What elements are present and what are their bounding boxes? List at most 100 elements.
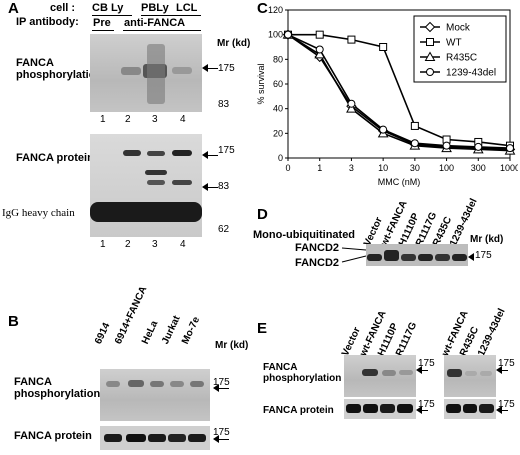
y-tick-label: 80	[273, 54, 283, 64]
marker-175: 175	[498, 358, 515, 369]
data-point-1239-43del	[284, 30, 292, 39]
x-tick-label: 30	[410, 163, 420, 173]
gel-phosphorylation-e-right	[444, 355, 496, 397]
arrow-icon	[496, 366, 508, 374]
x-tick-label: 3	[349, 163, 354, 173]
label-line: FANCA	[16, 57, 54, 69]
legend-entry: 1239-43del	[446, 68, 496, 79]
y-tick-label: 120	[268, 5, 283, 15]
gel-band	[106, 381, 120, 387]
gel-band	[104, 434, 122, 442]
gel-band	[465, 371, 477, 376]
x-tick-label: 1	[317, 163, 322, 173]
arrow-icon	[202, 64, 218, 72]
data-point-1239-43del	[347, 99, 356, 108]
lane-6914: 6914	[93, 321, 113, 346]
mr-label: Mr (kd)	[217, 38, 251, 49]
gel-band	[123, 150, 141, 156]
arrow-icon	[416, 366, 428, 374]
gel-band	[346, 404, 361, 413]
row-label-fanca-protein: FANCA protein	[263, 405, 334, 416]
x-tick-label: 100	[439, 163, 454, 173]
marker-175: 175	[213, 427, 230, 438]
legend-entry: R435C	[446, 53, 477, 64]
gel-band	[172, 180, 192, 185]
x-tick-label: 1000	[500, 163, 518, 173]
gel-band	[397, 404, 413, 413]
gel-band	[128, 380, 144, 387]
fancd2-bottom-label: FANCD2	[295, 257, 340, 269]
lane-3: 3	[152, 239, 158, 250]
panel-c-letter: C	[257, 0, 268, 17]
series-line-r435c	[287, 33, 511, 152]
data-point-1239-43del	[506, 144, 514, 153]
panel-b-letter: B	[8, 313, 19, 330]
gel-band	[168, 434, 186, 442]
gel-band	[172, 150, 192, 156]
data-point-r435c	[314, 48, 326, 59]
antibody-pre: Pre	[93, 17, 111, 29]
label-line: FANCA	[263, 362, 298, 373]
cell-label: cell :	[50, 2, 76, 14]
y-tick-label: 60	[273, 79, 283, 89]
gel-band	[150, 381, 164, 387]
marker-62: 62	[218, 224, 230, 235]
gel-band	[435, 254, 450, 261]
series-line-1239-43del	[287, 33, 511, 149]
lane-1: 1	[100, 239, 106, 250]
gel-band	[452, 254, 467, 261]
lane-hela: HeLa	[140, 319, 161, 346]
data-point-1239-43del	[410, 139, 419, 148]
row-label-phosphorylation: FANCA phosphorylation	[16, 57, 102, 81]
gel-band	[479, 404, 494, 413]
panel-e-letter: E	[257, 320, 268, 337]
panel-a-letter: A	[8, 0, 19, 17]
gel-band	[90, 202, 202, 222]
marker-83: 83	[218, 99, 230, 110]
x-axis-label: MMC (nM)	[378, 177, 421, 187]
gel-phosphorylation-b	[100, 369, 210, 421]
gel-band	[363, 404, 378, 413]
legend-marker	[424, 21, 436, 33]
lane-mo7e: Mo-7e	[180, 315, 203, 346]
data-point-wt	[379, 43, 388, 51]
marker-175: 175	[213, 377, 230, 388]
legend-marker	[426, 38, 434, 46]
gel-phosphorylation-e-left	[344, 355, 416, 397]
igg-heavy-chain-label: IgG heavy chain	[2, 207, 75, 219]
arrow-icon	[213, 435, 229, 443]
series-line-wt	[288, 33, 511, 147]
data-point-1239-43del	[315, 45, 324, 54]
marker-175: 175	[418, 399, 435, 410]
gel-band	[190, 381, 204, 387]
row-label-phosphorylation: FANCA phosphorylation	[14, 376, 100, 400]
row-label-phosphorylation: FANCA phosphorylation	[263, 362, 341, 384]
cell-pbly: PBLy	[141, 2, 169, 14]
gel-band	[126, 434, 146, 442]
arrow-icon	[202, 151, 218, 159]
arrow-icon	[213, 384, 229, 392]
gel-band	[147, 180, 165, 185]
gel-protein-b	[100, 426, 210, 450]
marker-175: 175	[498, 399, 515, 410]
cell-underline	[92, 15, 132, 16]
label-line: phosphorylation	[263, 373, 342, 384]
data-point-wt	[315, 30, 324, 39]
legend-entry: WT	[446, 38, 462, 49]
series-line-mock	[287, 34, 511, 151]
lane-1239-43del: 1239-43del	[476, 306, 508, 358]
marker-175: 175	[418, 358, 435, 369]
x-tick-label: 300	[471, 163, 486, 173]
marker-175: 175	[218, 63, 235, 74]
gel-band	[418, 254, 433, 261]
data-point-1239-43del	[474, 142, 483, 151]
mono-ubiquitinated-label: Mono-ubiquitinated	[253, 229, 356, 241]
data-point-wt	[347, 35, 356, 44]
arrow-icon	[496, 406, 508, 414]
mr-label: Mr (kd)	[470, 234, 504, 245]
gel-band	[172, 67, 192, 74]
lane-2: 2	[125, 239, 131, 250]
gel-band	[188, 434, 206, 442]
gel-protein-e-left	[344, 399, 416, 419]
arrow-icon	[416, 406, 428, 414]
